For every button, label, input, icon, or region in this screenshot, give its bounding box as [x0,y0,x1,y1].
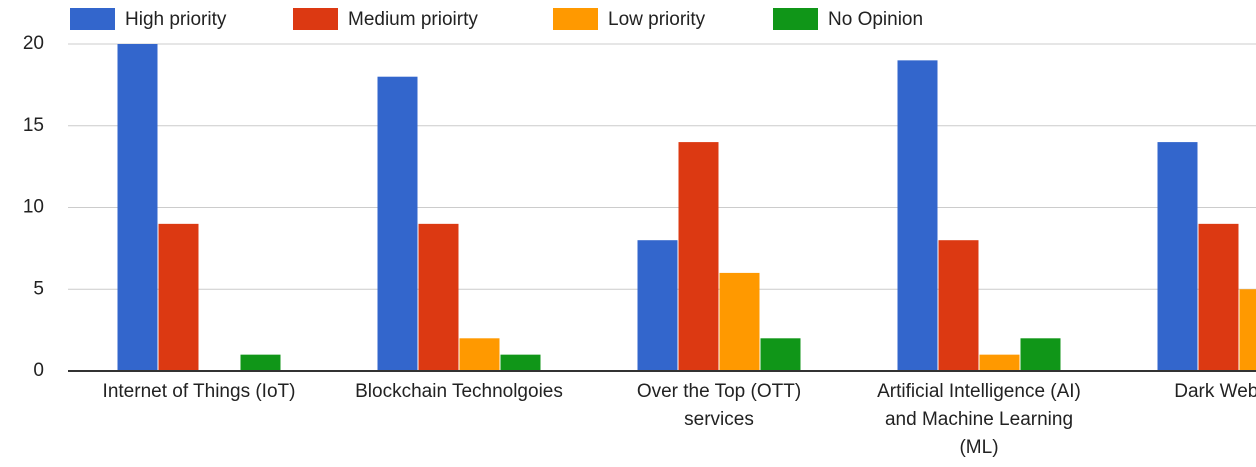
x-tick-label: Internet of Things (IoT) [103,381,296,402]
bar [1020,338,1061,371]
x-tick-line: Internet of Things (IoT) [103,381,296,402]
legend-label: No Opinion [828,9,923,30]
bar [760,338,801,371]
y-tick-label: 10 [23,197,44,218]
y-tick-label: 0 [33,360,44,381]
x-tick-line: services [684,409,754,430]
y-tick-label: 5 [33,278,44,299]
bar [459,338,500,371]
bar [1198,223,1239,371]
bar [158,223,199,371]
bar [637,240,678,371]
bar [719,272,760,371]
x-tick-line: Over the Top (OTT) [637,381,801,402]
bar [240,354,281,371]
x-tick-label: Blockchain Technolgoies [355,381,563,402]
bar [500,354,541,371]
bar [1157,142,1198,371]
bar [897,60,938,371]
bar [678,142,719,371]
legend-swatch [553,8,598,30]
bar [938,240,979,371]
x-tick-label: Over the Top (OTT) services [637,381,801,430]
legend-label: Medium prioirty [348,9,478,30]
bar [418,223,459,371]
y-tick-label: 15 [23,115,44,136]
y-tick-label: 20 [23,33,44,54]
legend-swatch [293,8,338,30]
bar [979,354,1020,371]
x-tick-line: and Machine Learning [885,409,1073,430]
x-tick-line: Artificial Intelligence (AI) [877,381,1081,402]
x-tick-line: Blockchain Technolgoies [355,381,563,402]
legend-label: Low priority [608,9,706,30]
legend-swatch [773,8,818,30]
x-tick-label: Artificial Intelligence (AI) and Machine … [877,381,1081,458]
bar [377,76,418,371]
legend-label: High priority [125,9,227,30]
x-tick-label: Dark Web Rout [1174,381,1256,402]
x-tick-line: Dark Web Rout [1174,381,1256,402]
bar [1239,289,1256,371]
x-tick-line: (ML) [959,437,998,458]
legend-swatch [70,8,115,30]
bar [117,44,158,371]
